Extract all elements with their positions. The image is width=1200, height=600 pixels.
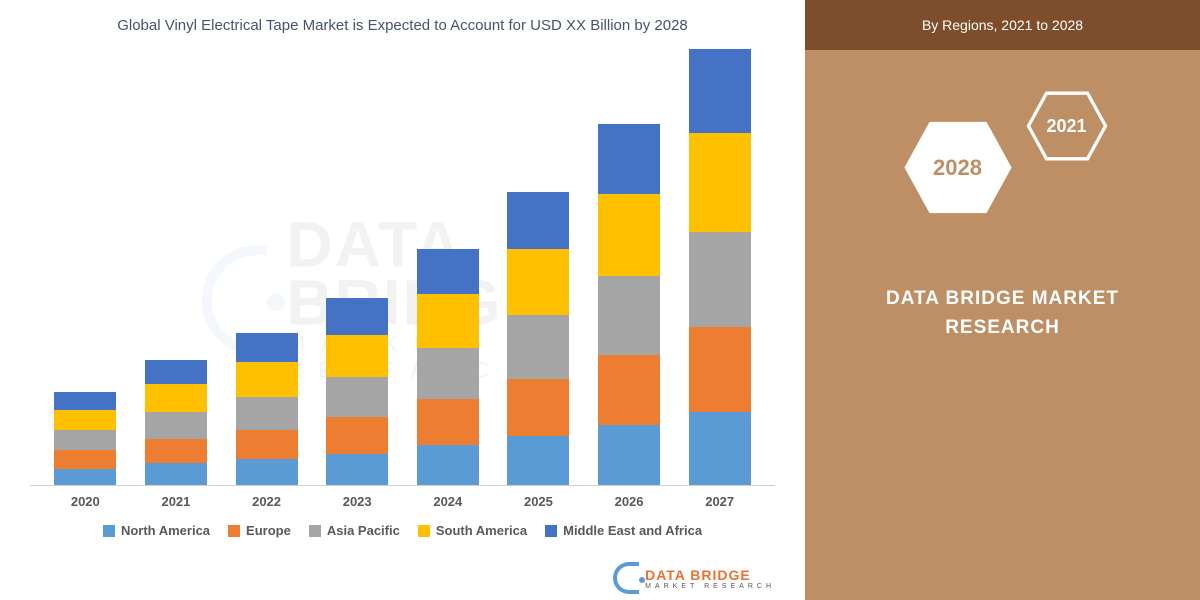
bar-2026 — [598, 124, 660, 485]
legend: North America Europe Asia Pacific South Ame… — [20, 523, 785, 538]
brand-text: DATA BRIDGE MARKET RESEARCH — [805, 285, 1200, 342]
chart-panel: Global Vinyl Electrical Tape Market is E… — [0, 0, 805, 600]
bar-segment — [598, 355, 660, 425]
bar-segment — [689, 133, 751, 232]
bar-segment — [689, 412, 751, 485]
x-axis-label: 2023 — [326, 494, 388, 509]
brand-line-1: DATA BRIDGE MARKET — [805, 285, 1200, 314]
legend-swatch — [309, 525, 321, 537]
bar-segment — [689, 232, 751, 327]
x-axis-label: 2027 — [689, 494, 751, 509]
bar-segment — [145, 439, 207, 463]
bar-segment — [54, 469, 116, 486]
bar-segment — [236, 397, 298, 430]
bar-segment — [145, 412, 207, 440]
bar-segment — [54, 450, 116, 468]
bar-segment — [507, 379, 569, 436]
footer-logo-main: DATA BRIDGE — [645, 567, 775, 583]
bar-2024 — [417, 249, 479, 485]
hex-badge-start-year: 2021 — [1026, 90, 1108, 162]
legend-item: South America — [418, 523, 527, 538]
legend-label: Asia Pacific — [327, 523, 400, 538]
bar-segment — [326, 454, 388, 485]
bar-segment — [598, 276, 660, 355]
legend-label: North America — [121, 523, 210, 538]
bar-segment — [689, 49, 751, 133]
bar-segment — [145, 384, 207, 412]
legend-label: Europe — [246, 523, 291, 538]
footer-logo-sub: MARKET RESEARCH — [645, 583, 775, 590]
legend-item: Middle East and Africa — [545, 523, 702, 538]
legend-item: Asia Pacific — [309, 523, 400, 538]
bar-2023 — [326, 298, 388, 485]
bar-segment — [507, 249, 569, 315]
bar-segment — [54, 430, 116, 450]
bar-2027 — [689, 49, 751, 485]
bar-segment — [236, 430, 298, 459]
bar-segment — [326, 377, 388, 417]
legend-label: Middle East and Africa — [563, 523, 702, 538]
bar-segment — [417, 348, 479, 399]
bar-segment — [417, 399, 479, 445]
bar-2022 — [236, 333, 298, 485]
bar-segment — [417, 249, 479, 295]
x-axis-label: 2025 — [507, 494, 569, 509]
bar-segment — [145, 360, 207, 384]
bar-segment — [326, 335, 388, 377]
legend-swatch — [228, 525, 240, 537]
footer-logo: DATA BRIDGE MARKET RESEARCH — [613, 562, 775, 594]
bar-2020 — [54, 392, 116, 485]
bar-segment — [417, 445, 479, 485]
bar-segment — [507, 192, 569, 249]
bar-segment — [54, 410, 116, 430]
x-axis-label: 2020 — [54, 494, 116, 509]
chart-title: Global Vinyl Electrical Tape Market is E… — [60, 15, 745, 36]
x-axis-label: 2021 — [145, 494, 207, 509]
legend-item: Europe — [228, 523, 291, 538]
bar-segment — [507, 436, 569, 486]
footer-logo-icon — [613, 562, 639, 594]
brand-line-2: RESEARCH — [805, 314, 1200, 343]
hex-badge-end-year: 2028 — [903, 120, 1013, 215]
bars-row — [30, 46, 775, 485]
side-panel-body: 2028 2021 DATA BRIDGE MARKET RESEARCH — [805, 50, 1200, 600]
x-axis: 2020 2021 2022 2023 2024 2025 2026 2027 — [30, 486, 775, 509]
bar-segment — [598, 124, 660, 194]
bar-segment — [236, 459, 298, 485]
legend-item: North America — [103, 523, 210, 538]
hex-small-label: 2021 — [1046, 116, 1086, 137]
legend-swatch — [418, 525, 430, 537]
x-axis-label: 2024 — [417, 494, 479, 509]
side-panel: By Regions, 2021 to 2028 2028 2021 DATA … — [805, 0, 1200, 600]
bar-2025 — [507, 192, 569, 485]
bar-segment — [598, 194, 660, 277]
x-axis-label: 2026 — [598, 494, 660, 509]
side-panel-header: By Regions, 2021 to 2028 — [805, 0, 1200, 50]
bar-segment — [689, 327, 751, 411]
x-axis-label: 2022 — [236, 494, 298, 509]
legend-label: South America — [436, 523, 527, 538]
bar-segment — [145, 463, 207, 485]
plot-area — [30, 46, 775, 486]
bar-2021 — [145, 360, 207, 485]
hex-big-label: 2028 — [933, 155, 982, 181]
hex-badge-group: 2028 2021 — [903, 80, 1103, 240]
bar-segment — [326, 298, 388, 335]
bar-segment — [236, 362, 298, 397]
bar-segment — [236, 333, 298, 362]
bar-segment — [507, 315, 569, 379]
bar-segment — [417, 294, 479, 347]
bar-segment — [326, 417, 388, 454]
legend-swatch — [545, 525, 557, 537]
legend-swatch — [103, 525, 115, 537]
bar-segment — [54, 392, 116, 410]
bar-segment — [598, 425, 660, 486]
